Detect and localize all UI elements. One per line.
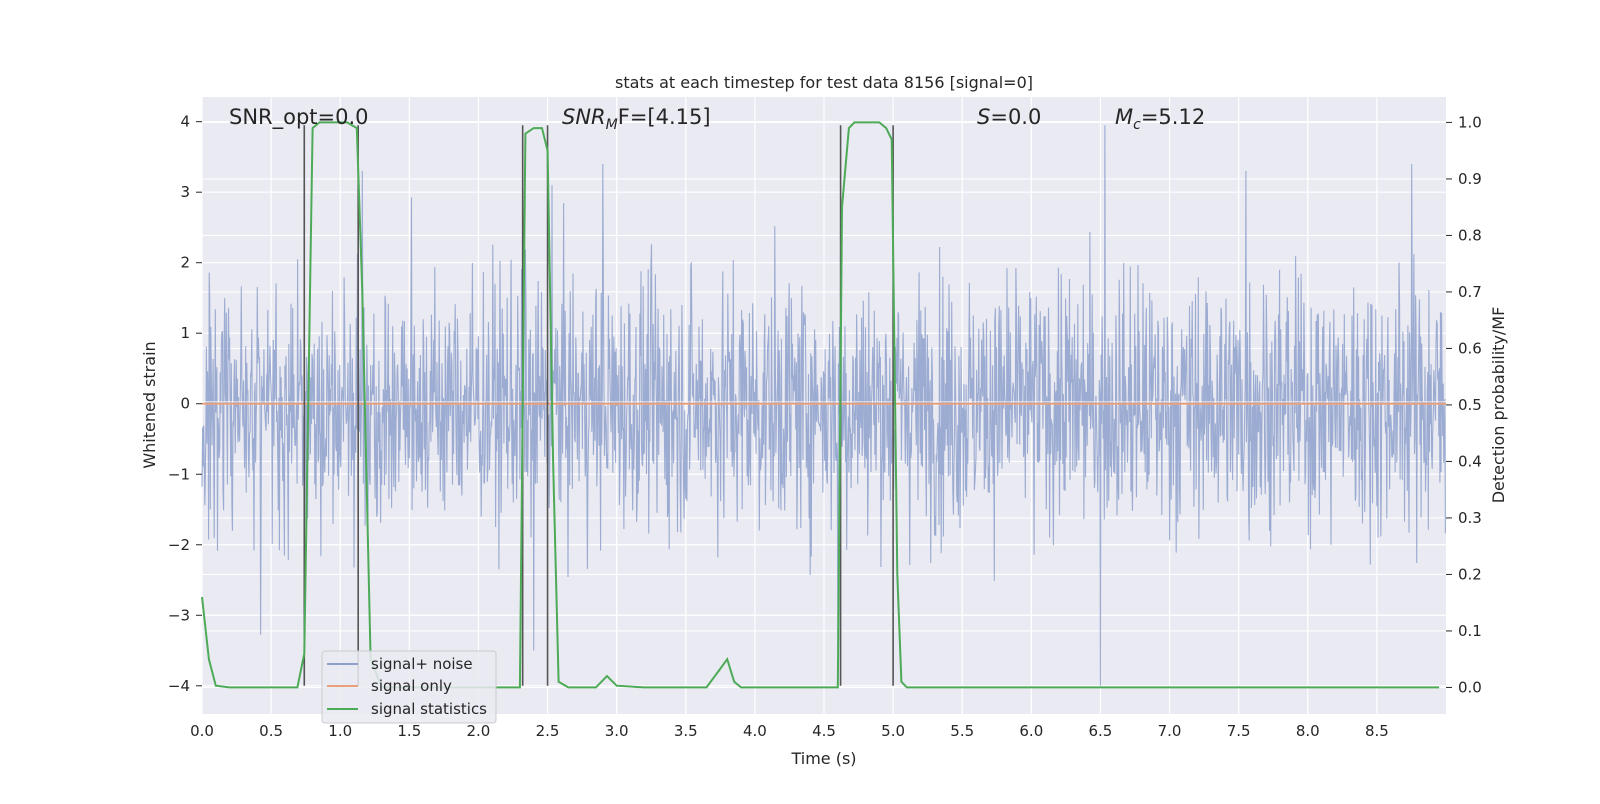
annotation-mc: Mc=5.12 [1115, 105, 1205, 133]
x-tick-label: 6.5 [1089, 722, 1113, 740]
y-tick-label-left: −2 [168, 536, 190, 554]
x-tick-label: 7.0 [1158, 722, 1182, 740]
legend-box [321, 650, 497, 724]
x-tick-label: 4.0 [743, 722, 767, 740]
x-tick-label: 3.5 [674, 722, 698, 740]
series-signal-only [202, 401, 1446, 405]
series-signal-noise [201, 125, 1446, 686]
x-tick-label: 1.5 [397, 722, 421, 740]
legend-label-signal-statistics: signal statistics [371, 700, 487, 718]
annotation-snr-mf-rest: F=[4.15] [618, 105, 711, 129]
legend-label-signal-only: signal only [371, 677, 452, 695]
y-tick-label-right: 0.8 [1458, 226, 1482, 244]
y-tick-label-left: 2 [180, 254, 190, 272]
x-tick-label: 1.0 [328, 722, 352, 740]
annotation-s-rest: =0.0 [990, 105, 1041, 129]
y-tick-label-right: 0.4 [1458, 452, 1482, 470]
annotation-snr-opt: SNR_opt=0.0 [229, 105, 369, 130]
x-tick-label: 0.5 [259, 722, 283, 740]
x-tick-label: 3.0 [605, 722, 629, 740]
annotation-mc-rest: =5.12 [1141, 105, 1205, 129]
y-tick-label-right: 0.9 [1458, 170, 1482, 188]
y-tick-label-right: 0.0 [1458, 678, 1482, 696]
y-tick-label-right: 0.3 [1458, 509, 1482, 527]
series-signal-statistics [201, 121, 1440, 689]
y-tick-label-right: 0.2 [1458, 565, 1482, 583]
y-tick-label-right: 0.1 [1458, 622, 1482, 640]
y-tick-label-left: −4 [168, 677, 190, 695]
y-tick-label-right: 0.6 [1458, 339, 1482, 357]
x-tick-label: 0.0 [190, 722, 214, 740]
noise-trace [201, 125, 1446, 686]
annotation-mc-main: M [1115, 105, 1133, 129]
x-tick-label: 2.0 [467, 722, 491, 740]
y-tick-label-left: 1 [180, 324, 190, 342]
annotation-s-main: S [977, 105, 990, 129]
annotation-s: S=0.0 [977, 105, 1041, 129]
x-tick-label: 2.5 [536, 722, 560, 740]
y-tick-label-left: −1 [168, 465, 190, 483]
y-tick-label-right: 0.5 [1458, 396, 1482, 414]
legend-label-signal-noise: signal+ noise [371, 655, 473, 673]
y-tick-label-left: 0 [180, 395, 190, 413]
x-tick-label: 8.5 [1365, 722, 1389, 740]
annotation-snr-mf-sub: M [606, 117, 618, 133]
y-tick-label-right: 0.7 [1458, 283, 1482, 301]
y-tick-label-left: 3 [180, 183, 190, 201]
x-axis-label: Time (s) [790, 749, 856, 768]
x-tick-label: 7.5 [1227, 722, 1251, 740]
x-tick-label: 5.0 [881, 722, 905, 740]
y-axis-label-right: Detection probability/MF [1489, 307, 1508, 504]
x-tick-label: 6.0 [1019, 722, 1043, 740]
annotation-mc-sub: c [1133, 117, 1141, 133]
axis-ticks: 0.0 0.5 1.0 1.5 2.0 2.5 3.0 3.5 4.0 4.5 5.0 5.5 6.0 6… [168, 113, 1482, 740]
legend: signal+ noise signal only signal statist… [321, 650, 497, 724]
statistics-line [201, 121, 1440, 689]
y-tick-label-left: −3 [168, 606, 190, 624]
y-tick-label-left: 4 [180, 113, 190, 131]
y-axis-label-left: Whitened strain [140, 341, 159, 468]
annotation-snr-mf-main: SNR [562, 105, 606, 129]
x-tick-label: 5.5 [950, 722, 974, 740]
y-tick-label-right: 1.0 [1458, 113, 1482, 131]
x-tick-label: 4.5 [812, 722, 836, 740]
annotation-snr-mf: SNRMF=[4.15] [562, 105, 711, 133]
chart-title: stats at each timestep for test data 815… [615, 73, 1033, 92]
x-tick-label: 8.0 [1296, 722, 1320, 740]
